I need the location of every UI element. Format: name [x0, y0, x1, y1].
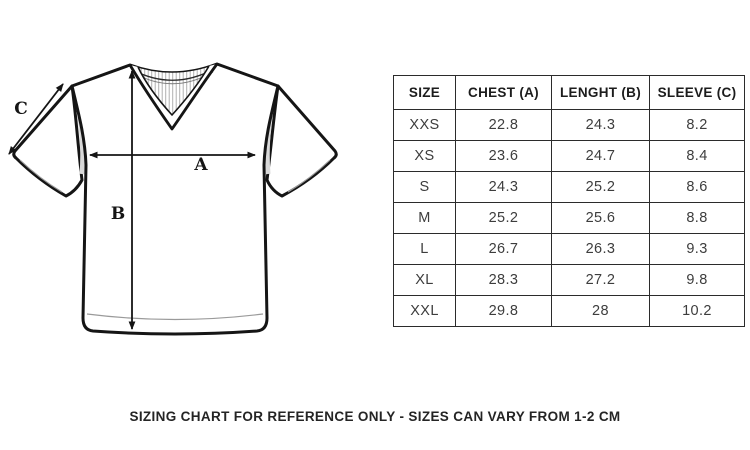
left-cuff-seam-line	[19, 159, 63, 193]
cell-size: XS	[393, 140, 456, 172]
table-header-row: SIZE CHEST (A) LENGHT (B) SLEEVE (C)	[393, 75, 745, 110]
cell-sleeve: 10.2	[649, 295, 745, 327]
cell-sleeve: 8.6	[649, 171, 745, 203]
cell-size: S	[393, 171, 456, 203]
cell-size: XL	[393, 264, 456, 296]
table-row-xxs: XXS 22.8 24.3 8.2	[393, 109, 745, 141]
tshirt-diagram-svg: A B C	[8, 62, 338, 336]
tshirt-body	[70, 62, 280, 336]
bottom-hem-line	[86, 313, 264, 321]
cell-size: XXS	[393, 109, 456, 141]
right-sleeve	[265, 84, 338, 198]
table-row-s: S 24.3 25.2 8.6	[393, 171, 745, 203]
table-row-xxl: XXL 29.8 28 10.2	[393, 295, 745, 327]
col-header-length: LENGHT (B)	[551, 75, 650, 110]
sleeve-label-c: C	[14, 99, 28, 119]
collar-band	[130, 64, 217, 129]
cell-sleeve: 8.8	[649, 202, 745, 234]
cell-size: L	[393, 233, 456, 265]
collar-outer-v	[128, 63, 219, 131]
cell-length: 28	[551, 295, 650, 327]
disclaimer-footnote: SIZING CHART FOR REFERENCE ONLY - SIZES …	[129, 409, 621, 424]
cell-length: 24.7	[551, 140, 650, 172]
size-table: SIZE CHEST (A) LENGHT (B) SLEEVE (C) XXS…	[393, 75, 745, 327]
right-cuff-seam-line	[287, 159, 331, 193]
table-row-xs: XS 23.6 24.7 8.4	[393, 140, 745, 172]
sleeve-arrow-c	[8, 83, 64, 155]
cell-sleeve: 8.4	[649, 140, 745, 172]
cell-sleeve: 9.8	[649, 264, 745, 296]
collar-inner-v	[137, 65, 210, 116]
cell-chest: 28.3	[455, 264, 552, 296]
cell-sleeve: 8.2	[649, 109, 745, 141]
cell-length: 24.3	[551, 109, 650, 141]
cell-chest: 23.6	[455, 140, 552, 172]
measure-arrows	[8, 70, 256, 330]
cell-length: 25.6	[551, 202, 650, 234]
cell-chest: 22.8	[455, 109, 552, 141]
cell-chest: 24.3	[455, 171, 552, 203]
cell-length: 25.2	[551, 171, 650, 203]
table-row-xl: XL 28.3 27.2 9.8	[393, 264, 745, 296]
cell-size: M	[393, 202, 456, 234]
col-header-sleeve: SLEEVE (C)	[649, 75, 745, 110]
cell-chest: 25.2	[455, 202, 552, 234]
length-label-b: B	[111, 204, 125, 224]
table-row-l: L 26.7 26.3 9.3	[393, 233, 745, 265]
tshirt-diagram: A B C	[0, 0, 380, 360]
col-header-chest: CHEST (A)	[455, 75, 552, 110]
table-row-m: M 25.2 25.6 8.8	[393, 202, 745, 234]
cell-chest: 26.7	[455, 233, 552, 265]
cell-sleeve: 9.3	[649, 233, 745, 265]
cell-chest: 29.8	[455, 295, 552, 327]
cell-length: 26.3	[551, 233, 650, 265]
col-header-size: SIZE	[393, 75, 456, 110]
cell-size: XXL	[393, 295, 456, 327]
chest-label-a: A	[193, 155, 208, 175]
cell-length: 27.2	[551, 264, 650, 296]
size-table-body: XXS 22.8 24.3 8.2 XS 23.6 24.7 8.4 S 24.…	[393, 109, 745, 327]
